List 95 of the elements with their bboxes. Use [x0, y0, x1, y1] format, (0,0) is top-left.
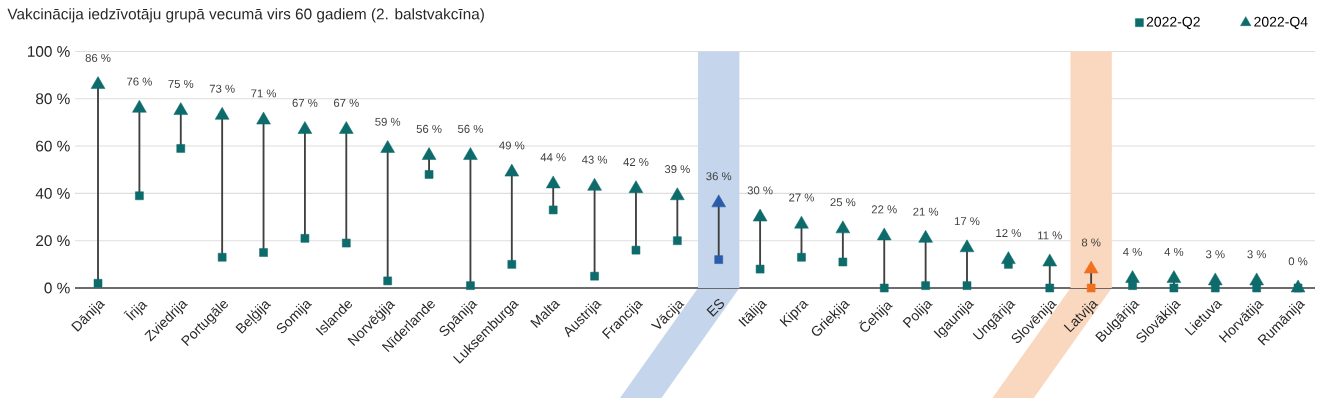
y-tick-label: 100 % [27, 46, 70, 57]
point [383, 276, 392, 286]
point [259, 248, 268, 257]
point [463, 147, 478, 160]
data-label: 17 % [954, 217, 980, 226]
point [214, 107, 230, 120]
point [1001, 251, 1016, 264]
point [1125, 270, 1140, 283]
point [921, 281, 930, 290]
point [546, 175, 561, 189]
data-label: 75 % [168, 79, 194, 88]
data-label: 0 % [1288, 257, 1308, 266]
data-label: 67 % [292, 98, 318, 107]
data-label: 39 % [664, 165, 690, 174]
point [173, 102, 188, 115]
data-label: 3 % [1247, 250, 1267, 259]
data-label: 21 % [913, 207, 939, 216]
data-label: 27 % [789, 193, 814, 202]
data-label: 71 % [251, 89, 277, 98]
point [1290, 279, 1306, 293]
data-label: 73 % [209, 84, 235, 93]
point [507, 260, 517, 269]
data-label: 25 % [830, 198, 856, 207]
point [1169, 283, 1179, 293]
point [1083, 260, 1099, 274]
point [918, 230, 933, 243]
point [877, 227, 892, 241]
y-tick-label: 80 % [36, 93, 70, 105]
point [256, 111, 271, 125]
chart-title: Vakcinācija iedzīvotāju grupā vecumā virs 60 gadiem (2. balstvakcīna) [7, 8, 484, 23]
data-label: 76 % [127, 77, 152, 86]
point [421, 147, 437, 160]
point [587, 178, 602, 191]
data-label: 11 % [1038, 231, 1062, 240]
point [342, 238, 351, 248]
point [670, 187, 685, 201]
point [752, 208, 768, 222]
y-tick-label: 20 % [36, 235, 70, 247]
data-label: 12 % [996, 228, 1021, 237]
data-label: 44 % [540, 153, 566, 162]
point [879, 283, 889, 293]
point [962, 281, 972, 290]
point [1208, 272, 1223, 286]
data-label: 22 % [871, 205, 897, 214]
x-tick-label: ES [706, 299, 725, 317]
point [217, 252, 227, 262]
data-label: 42 % [623, 158, 649, 166]
data-label: 4 % [1164, 247, 1184, 256]
data-label: 49 % [499, 141, 525, 150]
point [631, 245, 641, 255]
point [1249, 272, 1264, 286]
data-label: 56 % [457, 124, 483, 133]
point [300, 234, 310, 243]
data-label: 36 % [706, 172, 732, 181]
point [176, 144, 186, 153]
point [755, 264, 765, 274]
data-label: 59 % [375, 117, 401, 126]
point [339, 121, 354, 134]
data-label: 30 % [747, 186, 773, 195]
y-tick-label: 60 % [36, 140, 70, 152]
point [297, 121, 313, 134]
point [466, 281, 475, 290]
point [93, 279, 103, 288]
point [711, 194, 726, 208]
point [794, 215, 809, 229]
point [714, 255, 723, 264]
point [673, 236, 682, 245]
data-label: 56 % [416, 124, 442, 133]
legend-label: 2022-Q4 [1254, 16, 1308, 30]
point [797, 252, 806, 262]
legend-label: 2022-Q2 [1146, 16, 1200, 30]
point [1045, 283, 1055, 293]
data-label: 67 % [333, 98, 359, 107]
point [135, 191, 144, 201]
point [838, 257, 848, 267]
data-label: 43 % [581, 155, 608, 164]
point [380, 140, 395, 153]
point [628, 180, 644, 193]
data-label: 4 % [1123, 247, 1142, 256]
point [504, 163, 520, 177]
point [1086, 283, 1096, 293]
y-tick-label: 40 % [35, 187, 70, 199]
point [1042, 253, 1057, 267]
point [424, 170, 434, 179]
point [835, 220, 851, 234]
point [959, 239, 975, 253]
point [132, 99, 147, 113]
point [590, 271, 599, 281]
data-label: 86 % [85, 53, 111, 62]
point [1166, 270, 1182, 283]
point [90, 76, 106, 89]
point [548, 205, 558, 215]
y-tick-label: 0 % [44, 282, 70, 294]
data-label: 3 % [1205, 250, 1225, 259]
data-label: 8 % [1081, 238, 1101, 247]
